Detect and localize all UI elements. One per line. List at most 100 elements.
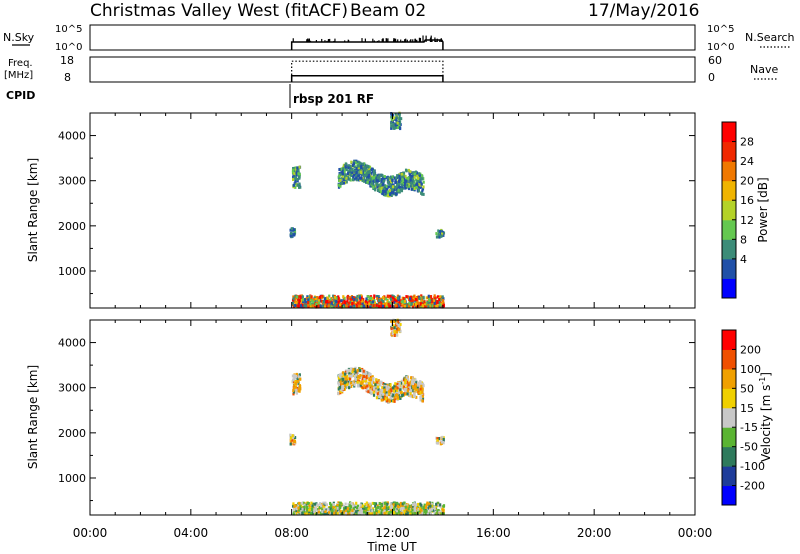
scatter-point bbox=[338, 167, 341, 171]
scatter-point bbox=[337, 392, 340, 396]
scatter-point bbox=[299, 185, 302, 189]
scatter-point bbox=[380, 508, 383, 512]
scatter-point bbox=[387, 512, 390, 516]
scatter-point bbox=[390, 188, 393, 192]
scatter-point bbox=[296, 166, 299, 170]
scatter-point bbox=[298, 501, 301, 505]
scatter-point bbox=[428, 508, 432, 512]
scatter-point bbox=[410, 505, 413, 509]
scatter-point bbox=[396, 121, 399, 125]
scatter-point bbox=[334, 302, 337, 306]
scatter-point bbox=[323, 503, 326, 507]
colorbar-tick-label: -15 bbox=[740, 421, 758, 434]
scatter-point bbox=[352, 162, 356, 166]
scatter-point bbox=[406, 389, 409, 393]
scatter-point bbox=[356, 166, 360, 170]
scatter-point bbox=[411, 503, 415, 507]
scatter-point bbox=[418, 180, 421, 184]
scatter-point bbox=[361, 369, 364, 373]
scatter-point bbox=[298, 173, 301, 177]
scatter-point bbox=[415, 305, 419, 309]
scatter-point bbox=[299, 304, 303, 308]
scatter-point bbox=[376, 385, 379, 389]
scatter-point bbox=[436, 300, 439, 304]
scatter-point bbox=[296, 504, 299, 508]
scatter-point bbox=[389, 191, 393, 195]
scatter-point bbox=[404, 381, 407, 385]
scatter-point bbox=[410, 171, 413, 175]
scatter-point bbox=[330, 511, 334, 515]
scatter-point bbox=[339, 184, 342, 188]
scatter-point bbox=[439, 505, 443, 509]
nsky-spike bbox=[404, 39, 406, 42]
scatter-point bbox=[397, 505, 400, 509]
scatter-point bbox=[296, 380, 299, 384]
scatter-point bbox=[383, 187, 386, 191]
scatter-point bbox=[398, 124, 401, 128]
scatter-point bbox=[358, 384, 361, 388]
scatter-point bbox=[420, 191, 423, 195]
station-title: Christmas Valley West (fitACF) bbox=[90, 1, 348, 21]
scatter-point bbox=[379, 394, 382, 398]
scatter-point bbox=[292, 379, 296, 383]
scatter-point bbox=[296, 304, 299, 308]
scatter-point bbox=[413, 172, 416, 176]
scatter-point bbox=[297, 512, 300, 516]
scatter-point bbox=[370, 380, 373, 384]
colorbar-swatch bbox=[722, 427, 736, 448]
velocity-panel-frame bbox=[89, 319, 696, 516]
scatter-point bbox=[355, 303, 358, 307]
nsky-spike bbox=[347, 39, 349, 42]
scatter-point bbox=[365, 388, 369, 392]
scatter-point bbox=[399, 501, 402, 505]
scatter-point bbox=[321, 510, 324, 514]
scatter-point bbox=[372, 297, 376, 301]
y-tick-label: 4000 bbox=[58, 337, 86, 350]
scatter-point bbox=[378, 501, 381, 505]
scatter-point bbox=[386, 383, 389, 387]
scatter-point bbox=[367, 390, 370, 394]
freq-label-1: Freq. bbox=[8, 58, 33, 69]
scatter-point bbox=[405, 375, 408, 379]
scatter-point bbox=[317, 504, 320, 508]
scatter-point bbox=[420, 297, 424, 301]
nsky-panel: N.Sky 10^5 10^0 10^5 10^0 N.Search bbox=[3, 24, 795, 53]
scatter-point bbox=[395, 333, 399, 337]
colorbar-tick-label: -100 bbox=[740, 460, 765, 473]
scatter-point bbox=[409, 181, 412, 185]
scatter-point bbox=[424, 304, 427, 308]
scatter-point bbox=[363, 162, 366, 166]
scatter-point bbox=[292, 228, 295, 232]
scatter-point bbox=[352, 305, 355, 309]
scatter-point bbox=[303, 304, 306, 308]
scatter-point bbox=[304, 300, 307, 304]
scatter-point bbox=[363, 377, 366, 381]
scatter-point bbox=[339, 303, 342, 307]
scatter-point bbox=[434, 505, 437, 509]
scatter-point bbox=[292, 512, 295, 516]
scatter-point bbox=[301, 305, 304, 309]
x-tick-label: 20:00 bbox=[577, 526, 612, 540]
scatter-point bbox=[437, 504, 440, 508]
scatter-point bbox=[318, 505, 322, 509]
scatter-point bbox=[357, 301, 360, 305]
x-tick-label: 12:00 bbox=[375, 526, 410, 540]
scatter-point bbox=[378, 174, 381, 178]
scatter-point bbox=[318, 502, 322, 506]
scatter-point bbox=[365, 304, 368, 308]
nsky-tick-bottom: 10^0 bbox=[55, 42, 82, 53]
scatter-point bbox=[307, 512, 310, 516]
scatter-point bbox=[337, 295, 340, 299]
scatter-point bbox=[422, 296, 425, 300]
scatter-point bbox=[305, 503, 308, 507]
scatter-point bbox=[413, 186, 416, 190]
scatter-point bbox=[398, 396, 401, 400]
scatter-point bbox=[379, 190, 383, 194]
scatter-point bbox=[379, 383, 382, 387]
scatter-point bbox=[360, 166, 363, 170]
scatter-point bbox=[413, 181, 416, 185]
power-x-ticks bbox=[89, 113, 696, 308]
scatter-point bbox=[380, 391, 383, 395]
scatter-point bbox=[376, 504, 379, 508]
scatter-point bbox=[295, 295, 299, 299]
